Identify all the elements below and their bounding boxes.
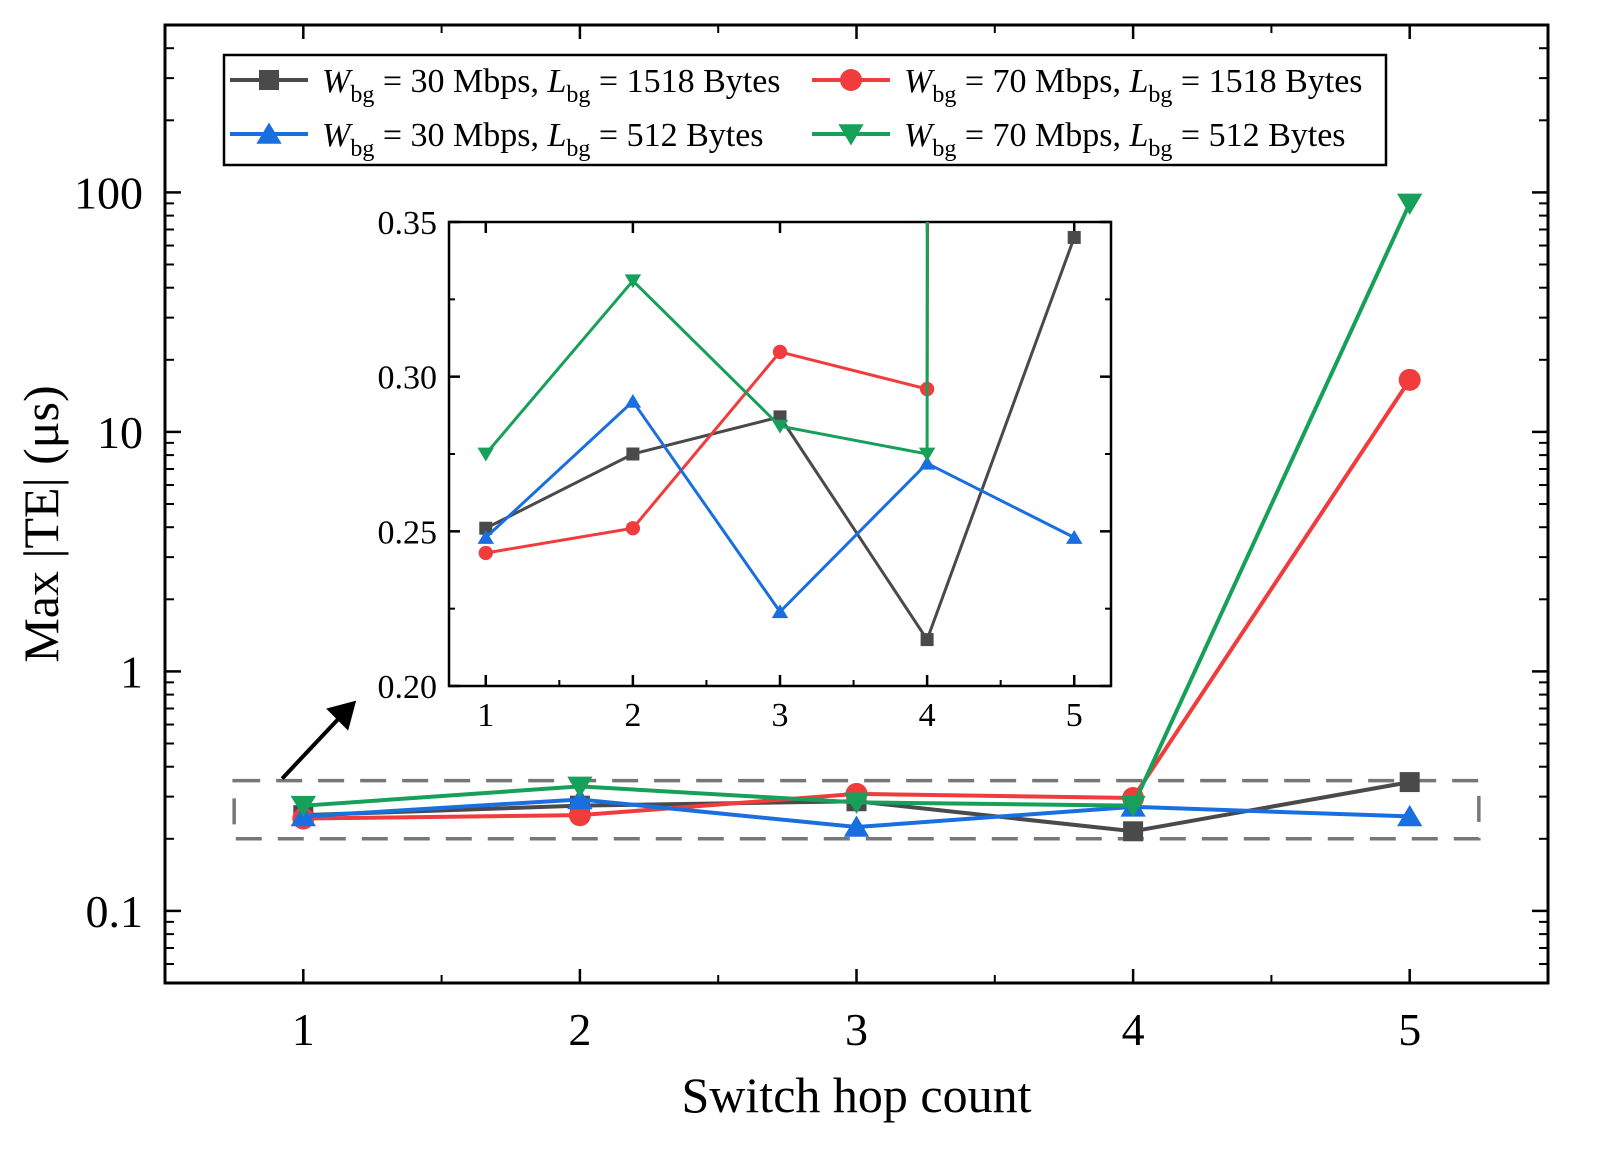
data-point (843, 815, 870, 837)
inset-data-point (918, 447, 936, 462)
x-tick-label: 1 (292, 1004, 315, 1055)
legend-marker (259, 70, 279, 90)
inset-data-point (625, 521, 641, 536)
legend-label: Wbg = 30 Mbps, Lbg = 1518 Bytes (322, 63, 781, 108)
inset-data-point (479, 521, 493, 535)
legend-entry: Wbg = 30 Mbps, Lbg = 512 Bytes (230, 117, 764, 162)
inset-data-point (1067, 230, 1081, 244)
inset-y-tick-label: 0.30 (378, 360, 438, 397)
legend-entry: Wbg = 70 Mbps, Lbg = 1518 Bytes (812, 63, 1363, 108)
inset-series-triangle-up (477, 393, 1083, 619)
legend-marker (256, 122, 282, 144)
inset-x-tick-label: 4 (919, 697, 936, 734)
data-point (290, 795, 316, 818)
legend-entry: Wbg = 70 Mbps, Lbg = 512 Bytes (812, 117, 1346, 162)
inset-series-triangle-down (477, 222, 936, 462)
legend-marker (840, 69, 862, 91)
inset-y-tick-label: 0.20 (378, 669, 438, 706)
data-point (567, 776, 593, 798)
y-tick-label: 100 (74, 167, 143, 218)
y-tick-label: 0.1 (86, 886, 144, 937)
inset-y-tick-label: 0.25 (378, 514, 438, 551)
inset-data-point (1065, 530, 1083, 544)
inset-data-point (626, 447, 640, 461)
main-plot: 1 2 3 4 5 100 10 1 0.1 Switch hop count Max |TE| (… (13, 23, 1550, 1123)
data-point (843, 792, 870, 814)
inset-x-tick-label: 1 (477, 697, 494, 734)
y-tick-label: 1 (120, 646, 143, 697)
inset-plot: 1 2 3 4 5 0.20 0.25 0.30 0.35 (378, 205, 1113, 734)
inset-data-point (920, 633, 934, 647)
inset-y-tick-label: 0.35 (378, 205, 438, 242)
x-tick-label: 3 (845, 1004, 868, 1055)
data-point (567, 787, 593, 810)
inset-series-square (479, 230, 1081, 647)
legend-label: Wbg = 30 Mbps, Lbg = 512 Bytes (322, 117, 764, 162)
series-triangle-up (290, 787, 1423, 837)
zoom-region-box (232, 778, 1481, 841)
inset-x-tick-label: 5 (1066, 697, 1083, 734)
data-point (1120, 795, 1146, 818)
inset-data-point (771, 419, 789, 434)
inset-data-point (918, 455, 936, 470)
legend-label: Wbg = 70 Mbps, Lbg = 1518 Bytes (904, 63, 1363, 108)
inset-data-point (477, 530, 495, 544)
zoom-arrow-shaft (280, 709, 348, 780)
data-point (1398, 368, 1421, 391)
inset-data-point (477, 447, 495, 462)
data-point (1397, 193, 1423, 215)
data-point (1123, 821, 1144, 842)
legend-label: Wbg = 70 Mbps, Lbg = 512 Bytes (904, 117, 1346, 162)
data-point (1397, 804, 1423, 827)
y-axis-label: Max |TE| (μs) (13, 385, 69, 662)
legend: Wbg = 30 Mbps, Lbg = 1518 Bytes Wbg = 70 … (222, 53, 1388, 167)
inset-series-circle (478, 222, 935, 561)
legend-entry: Wbg = 30 Mbps, Lbg = 1518 Bytes (230, 63, 781, 108)
inset-data-point (772, 344, 788, 360)
inset-data-point (624, 274, 642, 289)
data-point (568, 804, 591, 827)
inset-data-point (478, 545, 493, 561)
inset-x-tick-label: 2 (624, 697, 641, 734)
series-triangle-down (290, 193, 1423, 818)
inset-data-point (771, 604, 789, 619)
data-point (1399, 772, 1420, 793)
inset-data-point (624, 393, 642, 408)
legend-marker (838, 124, 864, 146)
zoom-arrow-head (326, 700, 357, 731)
y-tick-label: 10 (97, 407, 143, 458)
x-axis-label: Switch hop count (682, 1067, 1032, 1123)
legend-frame (222, 53, 1388, 167)
x-tick-label: 2 (568, 1004, 591, 1055)
inset-x-tick-label: 3 (772, 697, 789, 734)
x-tick-label: 5 (1398, 1004, 1421, 1055)
x-tick-label: 4 (1122, 1004, 1145, 1055)
